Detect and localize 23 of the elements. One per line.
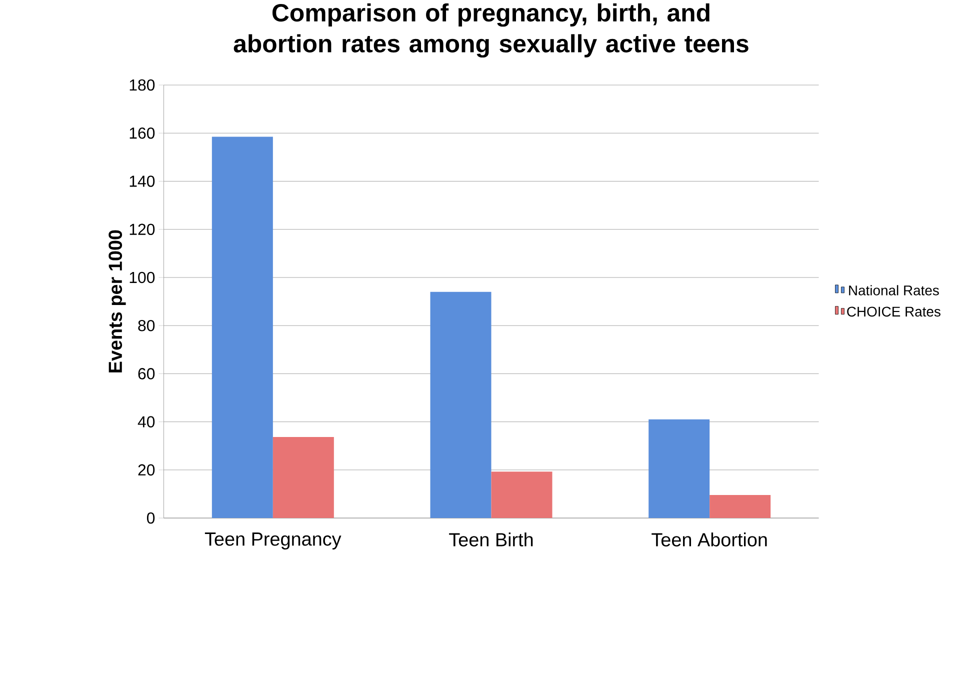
bar <box>272 436 334 518</box>
bar <box>648 419 710 518</box>
y-axis-title: Events per 1000 <box>108 230 126 372</box>
bar <box>710 494 771 518</box>
y-tick-label: 180 <box>130 79 155 91</box>
bar <box>430 292 492 518</box>
x-tick-label: Teen Pregnancy <box>204 532 342 550</box>
bar <box>491 472 552 518</box>
y-tick-label: 40 <box>138 416 155 428</box>
x-tick-label: Teen Birth <box>449 532 533 546</box>
bar <box>212 136 273 518</box>
chart-title: Comparison of pregnancy, birth, and abortion rates among sexually active teens <box>234 3 748 58</box>
y-tick-label: 140 <box>130 176 155 187</box>
y-tick-label: 160 <box>130 128 155 139</box>
y-tick-label: 120 <box>130 224 155 236</box>
legend-label: CHOICE Rates <box>847 306 940 317</box>
y-tick-label: 20 <box>138 464 155 476</box>
y-tick-label: 60 <box>138 368 155 380</box>
x-tick-label: Teen Abortion <box>652 532 767 546</box>
y-tick-label: 0 <box>146 512 155 524</box>
y-tick-label: 100 <box>130 272 155 284</box>
y-tick-label: 80 <box>138 320 155 332</box>
legend-label: National Rates <box>849 285 939 296</box>
